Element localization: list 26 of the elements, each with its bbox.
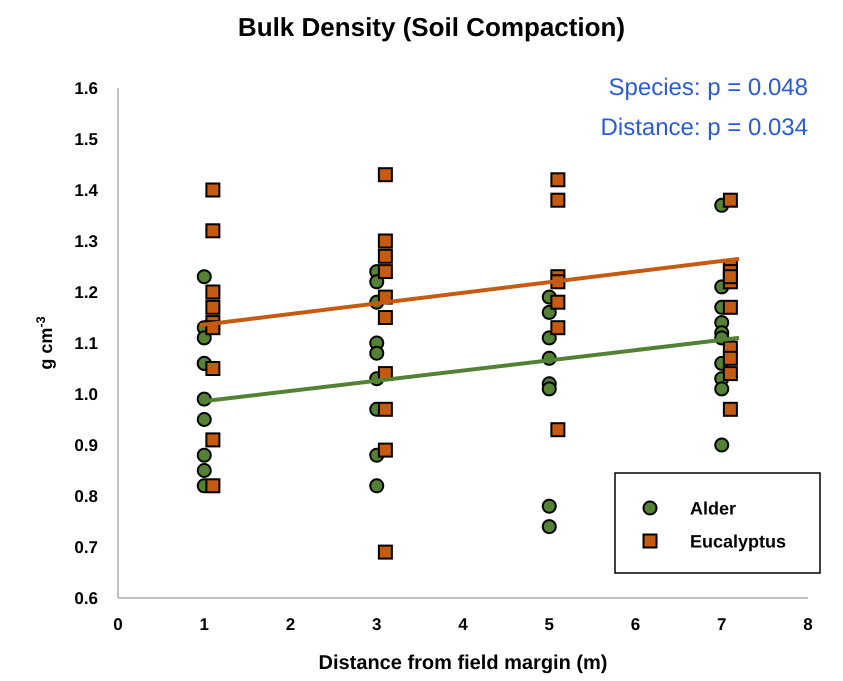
y-tick-label: 1.2 [74,282,98,302]
y-tick-label: 0.8 [74,486,98,506]
annotation: Distance: p = 0.034 [600,114,808,141]
y-tick-label: 1.1 [74,334,98,353]
x-tick-label: 0 [113,615,123,634]
x-tick-label: 3 [372,615,382,634]
x-tick-label: 4 [458,615,468,634]
y-tick-label: 1.6 [74,78,98,98]
x-tick-label: 7 [717,615,726,634]
x-axis-title: Distance from field margin (m) [318,652,608,674]
y-tick-label: 0.7 [74,538,98,557]
legend-label: Eucalyptus [690,531,786,552]
y-tick-label: 1.4 [74,180,99,200]
annotation: Species: p = 0.048 [608,74,808,101]
x-tick-label: 2 [286,615,296,634]
x-tick-label: 8 [803,615,813,634]
chart-title: Bulk Density (Soil Compaction) [238,12,626,42]
legend-label: Alder [690,498,736,518]
y-tick-label: 1.0 [74,384,98,404]
y-tick-label: 0.6 [74,588,98,608]
x-tick-label: 5 [544,615,554,634]
y-tick-label: 1.5 [74,130,98,149]
x-tick-label: 6 [630,615,640,634]
y-tick-label: 0.9 [74,436,98,455]
x-tick-label: 1 [200,615,209,634]
y-tick-label: 1.3 [74,232,98,251]
